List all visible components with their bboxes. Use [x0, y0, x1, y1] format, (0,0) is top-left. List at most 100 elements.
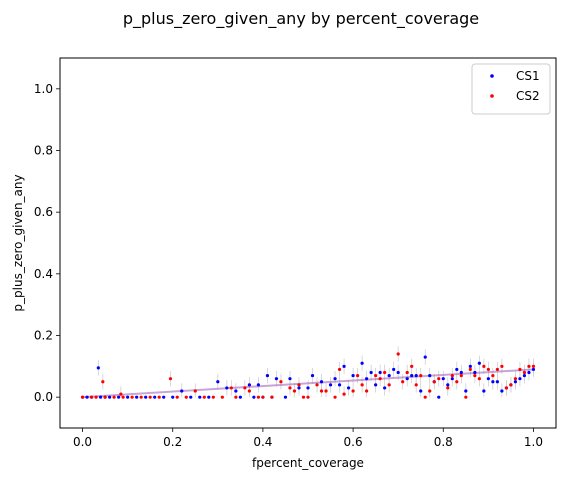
data-point-cs1 [85, 395, 89, 399]
data-point-cs2 [119, 392, 123, 396]
data-point-cs2 [243, 386, 247, 390]
data-point-cs2 [396, 352, 400, 356]
data-point-cs1 [464, 389, 468, 393]
data-point-cs2 [351, 389, 355, 393]
data-point-cs2 [270, 395, 274, 399]
x-tick-label: 0.6 [344, 435, 363, 449]
data-point-cs2 [103, 395, 107, 399]
data-point-cs1 [491, 380, 495, 384]
data-point-cs2 [455, 380, 459, 384]
data-point-cs1 [531, 367, 536, 372]
data-point-cs2 [500, 364, 504, 368]
data-point-cs2 [473, 373, 477, 378]
data-point-cs1 [495, 380, 499, 384]
data-point-cs2 [202, 395, 206, 399]
data-point-cs2 [193, 389, 197, 393]
data-point-cs1 [288, 377, 292, 381]
data-point-cs1 [180, 389, 184, 393]
data-point-cs1 [144, 395, 148, 399]
data-point-cs1 [342, 364, 346, 368]
data-point-cs2 [459, 373, 463, 378]
x-tick-label: 0.4 [253, 435, 272, 449]
data-point-cs1 [513, 380, 518, 384]
data-point-cs1 [265, 373, 270, 378]
data-point-cs1 [428, 373, 432, 378]
data-point-cs2 [292, 389, 297, 393]
data-point-cs1 [337, 383, 342, 387]
data-point-cs2 [518, 367, 522, 372]
data-point-cs1 [455, 367, 459, 372]
y-tick-label: 0.8 [34, 144, 53, 158]
data-point-cs1 [392, 367, 396, 372]
data-point-cs2 [410, 364, 414, 368]
data-point-cs2 [297, 383, 301, 387]
data-point-cs2 [423, 395, 427, 399]
data-point-cs2 [504, 386, 508, 390]
data-point-cs1 [419, 389, 423, 393]
data-point-cs2 [509, 383, 513, 387]
data-point-cs1 [252, 395, 256, 399]
data-point-cs1 [189, 395, 193, 399]
data-point-cs2 [94, 395, 98, 399]
data-point-cs1 [256, 383, 260, 387]
data-point-cs2 [464, 395, 468, 399]
data-point-cs2 [279, 380, 283, 384]
data-point-cs1 [162, 395, 166, 399]
data-point-cs2 [175, 395, 179, 399]
y-tick-label: 1.0 [34, 82, 53, 96]
data-point-cs1 [238, 395, 242, 399]
data-point-cs1 [468, 364, 472, 368]
data-point-cs1 [207, 395, 211, 399]
data-point-cs2 [401, 380, 405, 384]
data-point-cs1 [108, 395, 112, 399]
data-point-cs1 [410, 373, 414, 378]
data-point-cs1 [274, 377, 279, 381]
data-point-cs2 [491, 373, 495, 378]
data-point-cs1 [310, 373, 315, 378]
data-point-cs1 [216, 380, 220, 384]
data-point-cs1 [383, 386, 387, 390]
data-point-cs2 [486, 367, 490, 372]
y-axis-label: p_plus_zero_given_any [11, 174, 25, 311]
data-point-cs2 [139, 395, 143, 399]
data-point-cs2 [256, 395, 260, 399]
data-point-cs2 [337, 367, 342, 372]
data-point-cs2 [450, 373, 454, 378]
data-point-cs1 [414, 373, 418, 378]
data-point-cs1 [346, 386, 351, 390]
data-point-cs2 [315, 383, 319, 387]
data-point-cs2 [247, 389, 251, 393]
data-point-cs1 [198, 395, 202, 399]
data-point-cs2 [229, 386, 233, 390]
data-point-cs2 [157, 395, 161, 399]
data-point-cs2 [360, 383, 364, 387]
data-point-cs2 [220, 395, 224, 399]
data-point-cs2 [414, 383, 418, 387]
data-point-cs2 [387, 383, 391, 387]
data-point-cs2 [531, 364, 536, 368]
data-point-cs2 [148, 395, 152, 399]
data-point-cs2 [437, 377, 441, 381]
data-point-cs2 [89, 395, 94, 399]
data-point-cs1 [477, 361, 481, 365]
data-point-cs1 [247, 383, 251, 387]
data-point-cs2 [477, 377, 481, 381]
data-point-cs1 [518, 377, 522, 381]
data-point-cs2 [168, 377, 173, 381]
data-point-cs1 [369, 370, 373, 375]
data-point-cs1 [153, 395, 157, 399]
data-point-cs2 [468, 367, 472, 372]
data-point-cs1 [319, 380, 324, 384]
data-point-cs1 [365, 377, 369, 381]
legend-label-cs1: CS1 [516, 69, 540, 83]
data-point-cs1 [306, 386, 310, 390]
data-point-cs2 [324, 389, 328, 393]
data-point-cs1 [234, 389, 238, 393]
data-point-cs1 [405, 377, 409, 381]
data-point-cs1 [522, 373, 527, 378]
data-point-cs1 [171, 395, 175, 399]
data-point-cs2 [356, 373, 360, 378]
y-axis: 0.0 0.2 0.4 0.6 0.8 1.0 [34, 82, 60, 404]
x-tick-label: 0.0 [73, 435, 92, 449]
